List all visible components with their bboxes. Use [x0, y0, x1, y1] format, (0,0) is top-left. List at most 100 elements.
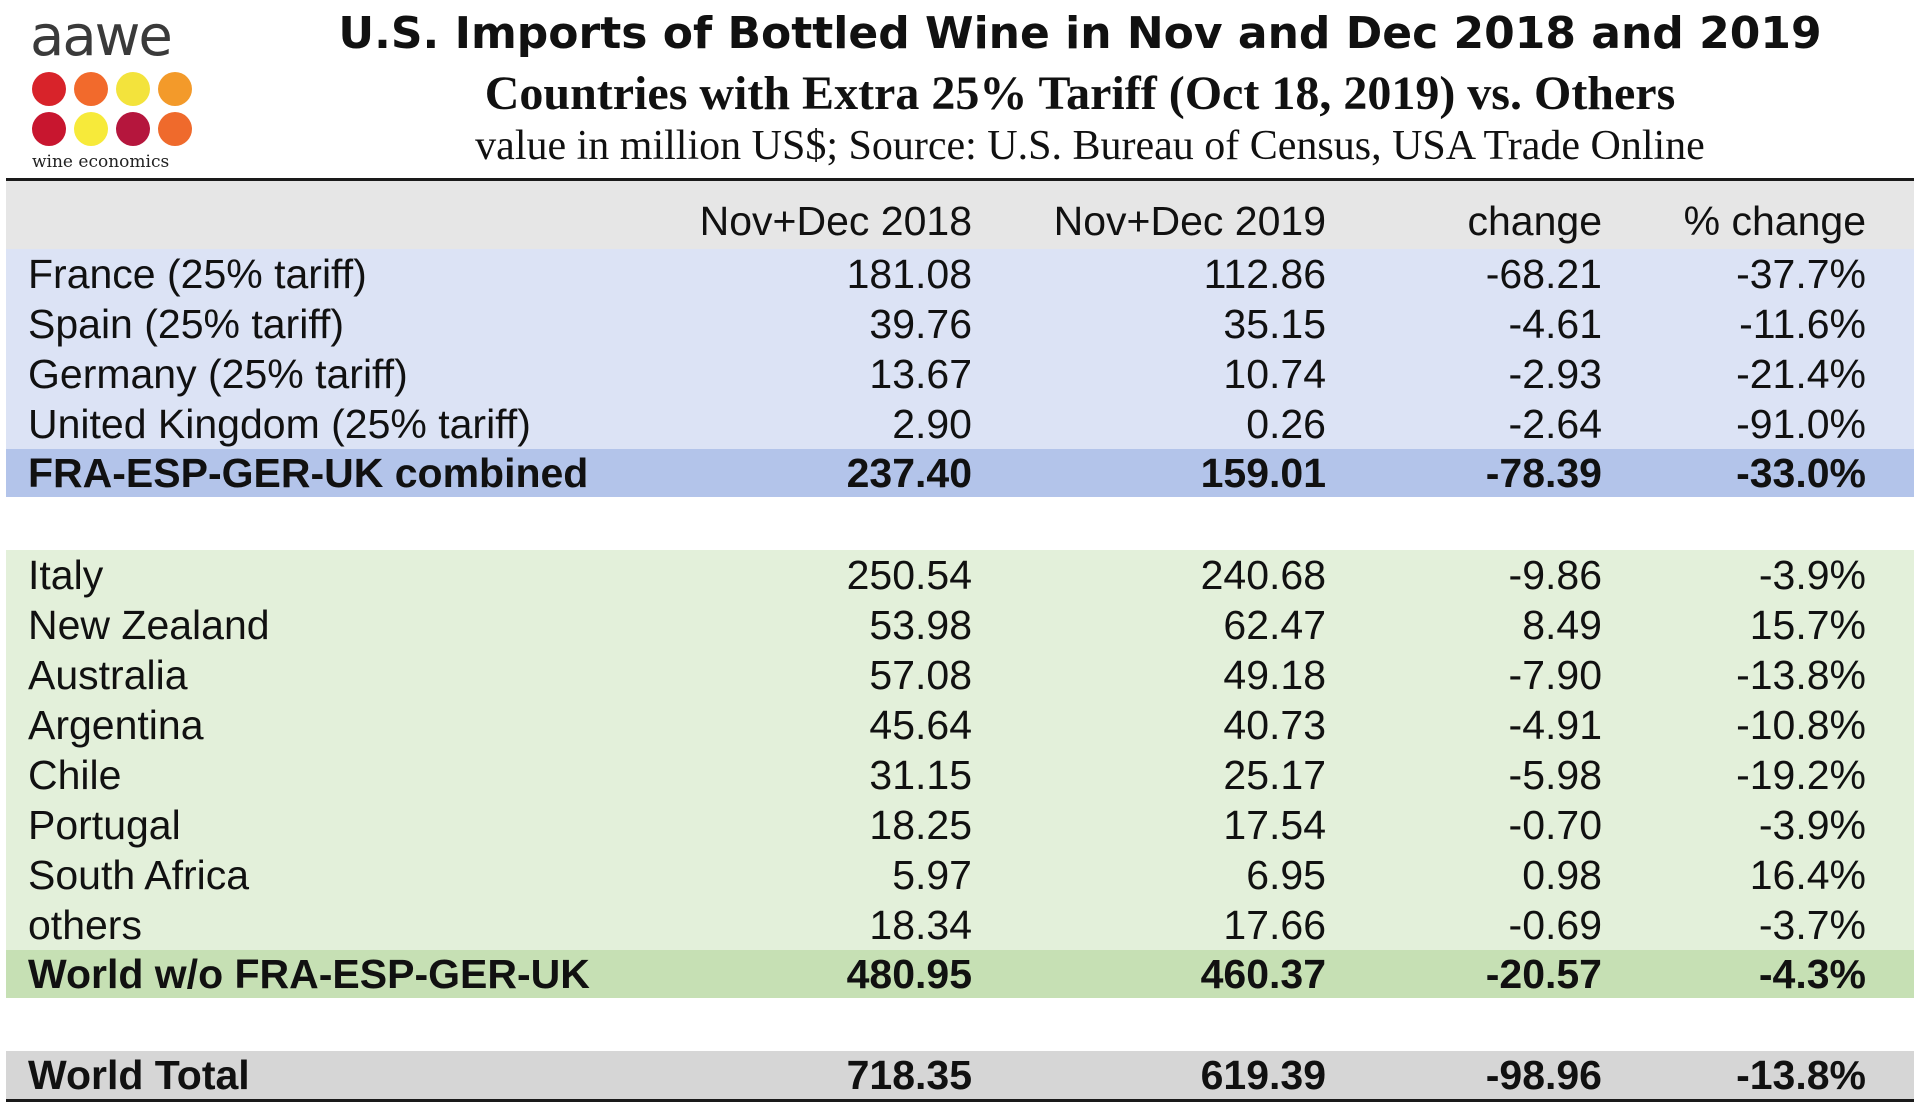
page-subtitle: Countries with Extra 25% Tariff (Oct 18,… — [484, 67, 1676, 120]
table-cell: 39.76 — [869, 300, 972, 347]
table-cell: 40.73 — [1223, 701, 1326, 748]
table-cell: 10.74 — [1223, 350, 1326, 397]
table-cell: -91.0% — [1736, 400, 1866, 447]
table-cell: -4.3% — [1758, 950, 1866, 997]
table-cell: 181.08 — [846, 250, 972, 297]
table-row: France (25% tariff) 181.08 112.86 -68.21 -37… — [6, 249, 1914, 299]
aawe-logo: aawe wine economics — [28, 4, 208, 174]
table-cell: -7.90 — [1508, 651, 1602, 698]
table-cell: -4.61 — [1508, 300, 1602, 347]
table-cell: 112.86 — [1203, 250, 1326, 297]
row-label: Spain (25% tariff) — [28, 300, 345, 347]
row-label: Australia — [28, 651, 188, 698]
logo-dot — [74, 72, 108, 106]
table-row: Germany (25% tariff) 13.67 10.74 -2.93 -21.4… — [6, 349, 1914, 399]
table-cell: -21.4% — [1736, 350, 1866, 397]
table-cell: 62.47 — [1223, 601, 1326, 648]
row-label: United Kingdom (25% tariff) — [28, 400, 531, 447]
logo-wordmark: aawe — [30, 4, 173, 69]
row-label: others — [28, 901, 142, 948]
table-cell: 49.18 — [1223, 651, 1326, 698]
row-label: World Total — [28, 1051, 250, 1098]
table-row: Argentina 45.64 40.73 -4.91 -10.8% — [6, 700, 1914, 750]
column-header: % change — [1683, 197, 1866, 244]
table-rule — [6, 178, 1914, 181]
logo-dots — [32, 72, 197, 152]
source-note: value in million US$; Source: U.S. Burea… — [475, 123, 1705, 169]
row-label: Italy — [28, 551, 104, 598]
table-cell: -0.70 — [1508, 801, 1602, 848]
table-cell: -13.8% — [1736, 651, 1866, 698]
table-cell: 0.98 — [1522, 851, 1602, 898]
table-row: Spain (25% tariff) 39.76 35.15 -4.61 -11.6% — [6, 299, 1914, 349]
table-row: South Africa 5.97 6.95 0.98 16.4% — [6, 850, 1914, 900]
table-rule — [6, 1099, 1914, 1102]
table-row: Chile 31.15 25.17 -5.98 -19.2% — [6, 750, 1914, 800]
logo-dot — [74, 112, 108, 146]
column-header: Nov+Dec 2018 — [699, 197, 972, 244]
table-cell: -11.6% — [1739, 300, 1866, 347]
table-cell: -37.7% — [1736, 250, 1866, 297]
row-label: Chile — [28, 751, 122, 798]
table-cell: -68.21 — [1485, 250, 1602, 297]
table-cell: -3.7% — [1758, 901, 1866, 948]
logo-dot — [32, 72, 66, 106]
table-cell: 5.97 — [892, 851, 972, 898]
row-label: France (25% tariff) — [28, 250, 367, 297]
column-header: Nov+Dec 2019 — [1053, 197, 1326, 244]
table-cell: -10.8% — [1736, 701, 1866, 748]
header: aawe wine economics U.S. Imports of Bott… — [0, 0, 1920, 178]
table-cell: 460.37 — [1200, 950, 1326, 997]
table-cell: 35.15 — [1223, 300, 1326, 347]
table-cell: -0.69 — [1508, 901, 1602, 948]
table-cell: 53.98 — [869, 601, 972, 648]
table-row: Italy 250.54 240.68 -9.86 -3.9% — [6, 550, 1914, 600]
table-cell: -13.8% — [1736, 1051, 1866, 1098]
row-label: FRA-ESP-GER-UK combined — [28, 449, 589, 496]
table-cell: 57.08 — [869, 651, 972, 698]
table-row: United Kingdom (25% tariff) 2.90 0.26 -2.64… — [6, 399, 1914, 449]
page-title: U.S. Imports of Bottled Wine in Nov and … — [338, 8, 1822, 59]
table-cell: 619.39 — [1200, 1051, 1326, 1098]
total-row: World Total 718.35 619.39 -98.96 -13.8% — [6, 1051, 1914, 1099]
table-cell: 16.4% — [1749, 851, 1866, 898]
total-row: FRA-ESP-GER-UK combined 237.40 159.01 -78.3… — [6, 449, 1914, 497]
table-cell: 45.64 — [869, 701, 972, 748]
table-cell: 13.67 — [869, 350, 972, 397]
column-header: change — [1467, 197, 1602, 244]
table-cell: 250.54 — [846, 551, 972, 598]
row-label: New Zealand — [28, 601, 270, 648]
logo-subtitle: wine economics — [32, 152, 170, 172]
table-cell: 25.17 — [1223, 751, 1326, 798]
logo-dot — [158, 72, 192, 106]
table-cell: 17.66 — [1223, 901, 1326, 948]
table-cell: -33.0% — [1736, 449, 1866, 496]
table-cell: 15.7% — [1749, 601, 1866, 648]
table-cell: 718.35 — [846, 1051, 972, 1098]
table-cell: -2.64 — [1508, 400, 1602, 447]
table-cell: 6.95 — [1246, 851, 1326, 898]
table-cell: -78.39 — [1485, 449, 1602, 496]
logo-dot — [158, 112, 192, 146]
table-cell: -4.91 — [1508, 701, 1602, 748]
logo-dot — [116, 112, 150, 146]
table-cell: 480.95 — [846, 950, 972, 997]
total-row: World w/o FRA-ESP-GER-UK 480.95 460.37 -20.… — [6, 950, 1914, 998]
row-label: Germany (25% tariff) — [28, 350, 408, 397]
table-row: Australia 57.08 49.18 -7.90 -13.8% — [6, 650, 1914, 700]
table-cell: 18.34 — [869, 901, 972, 948]
table-cell: 237.40 — [846, 449, 972, 496]
table-cell: 17.54 — [1223, 801, 1326, 848]
table-cell: -98.96 — [1485, 1051, 1602, 1098]
table-cell: 2.90 — [892, 400, 972, 447]
table-cell: 159.01 — [1200, 449, 1326, 496]
table-cell: 31.15 — [869, 751, 972, 798]
table-cell: -3.9% — [1758, 551, 1866, 598]
table-cell: -19.2% — [1736, 751, 1866, 798]
table-row: others 18.34 17.66 -0.69 -3.7% — [6, 900, 1914, 950]
table-cell: 0.26 — [1246, 400, 1326, 447]
logo-dot — [116, 72, 150, 106]
table-row: Portugal 18.25 17.54 -0.70 -3.9% — [6, 800, 1914, 850]
table-row: New Zealand 53.98 62.47 8.49 15.7% — [6, 600, 1914, 650]
table-cell: -20.57 — [1485, 950, 1602, 997]
